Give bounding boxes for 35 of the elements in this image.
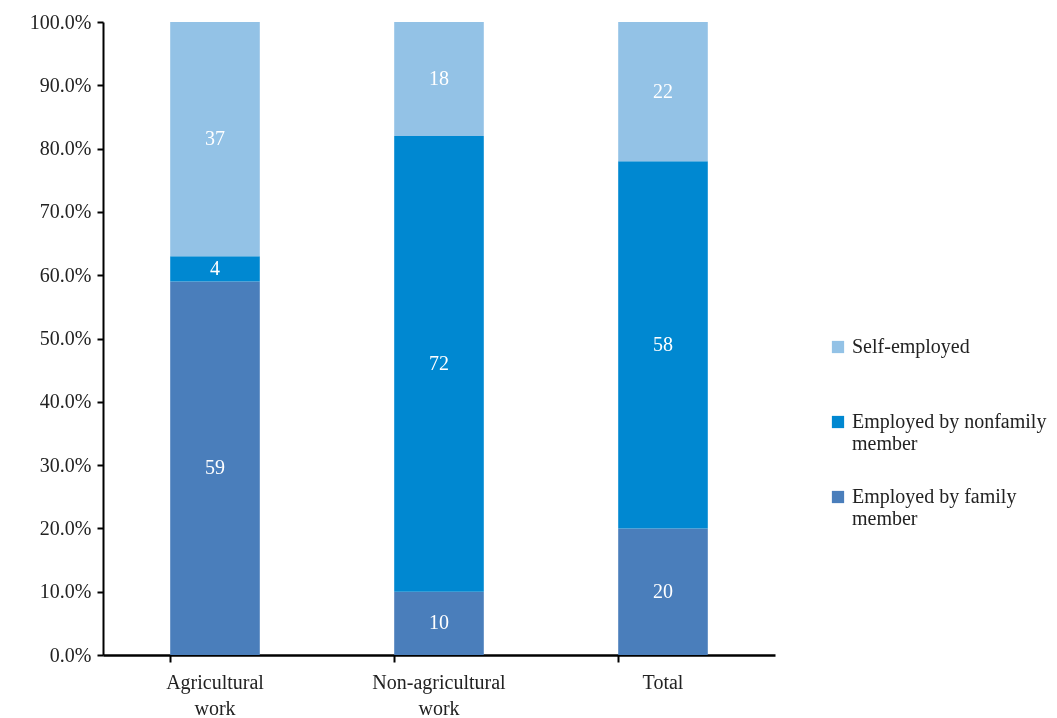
data-label: 22	[653, 79, 673, 102]
y-tick-label: 10.0%	[39, 580, 92, 603]
bar	[394, 591, 484, 655]
bar	[394, 22, 484, 136]
bar	[170, 22, 260, 257]
y-tick-label: 40.0%	[39, 390, 92, 413]
legend-label: Employed by nonfamily member	[852, 410, 1047, 454]
legend-label: Employed by family member	[852, 485, 1017, 529]
data-label: 58	[653, 332, 673, 355]
bar	[170, 256, 260, 282]
y-tick-label: 30.0%	[39, 453, 92, 476]
data-label: 4	[210, 256, 220, 279]
bar	[618, 22, 708, 162]
data-label: 59	[205, 456, 225, 479]
x-tick-label: Agricultural work	[166, 670, 265, 718]
bar	[170, 281, 260, 655]
y-tick-label: 60.0%	[39, 263, 92, 286]
x-tick-label: Non-agricultural work	[372, 670, 507, 718]
bar	[618, 161, 708, 529]
data-label: 20	[653, 579, 673, 602]
legend-label: Self-employed	[852, 335, 970, 358]
data-label: 18	[429, 66, 449, 89]
data-label: 10	[429, 611, 449, 634]
y-tick-label: 80.0%	[39, 137, 92, 160]
y-tick-label: 50.0%	[39, 327, 92, 349]
data-label: 37	[205, 127, 225, 150]
y-tick-label: 90.0%	[39, 73, 92, 96]
y-tick-label: 100.0%	[29, 10, 92, 33]
y-tick-label: 20.0%	[39, 516, 92, 539]
bar	[394, 135, 484, 592]
data-label: 72	[429, 351, 449, 374]
bar	[618, 528, 708, 655]
y-tick-label: 70.0%	[39, 200, 92, 223]
x-tick-label: Total	[642, 670, 684, 693]
y-tick-label: 0.0%	[49, 643, 92, 666]
